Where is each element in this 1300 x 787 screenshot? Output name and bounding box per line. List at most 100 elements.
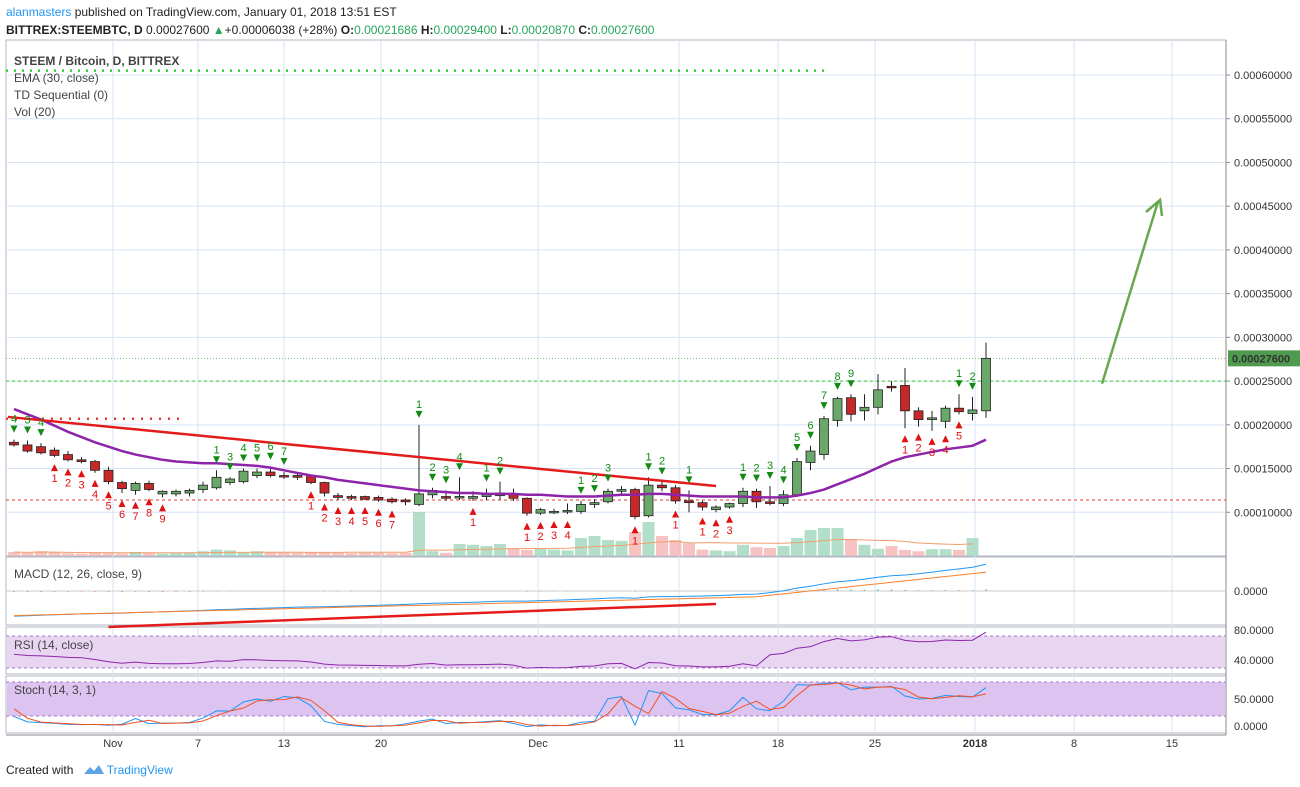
td-buy-triangle: [726, 515, 733, 523]
volume-bar: [534, 548, 547, 556]
time-tick-label: 20: [375, 738, 387, 750]
candle-down: [697, 502, 708, 508]
td-sell-triangle: [753, 474, 760, 482]
volume-bar: [656, 536, 668, 556]
volume-bar: [386, 553, 398, 556]
td-sell-triangle: [820, 402, 828, 410]
td-buy-count: 1: [672, 520, 678, 532]
td-sell-triangle: [213, 456, 220, 464]
td-buy-count: 5: [362, 516, 368, 528]
volume-bar: [170, 553, 182, 556]
td-sell-triangle: [658, 467, 666, 475]
volume-bar: [791, 538, 803, 556]
volume-bar: [858, 544, 871, 556]
volume-bar: [737, 544, 749, 556]
tradingview-link[interactable]: TradingView: [106, 763, 173, 777]
volume-bar: [939, 549, 952, 556]
downtrend-line: [7, 415, 717, 488]
candle-down: [846, 397, 856, 415]
volume-bar: [899, 550, 911, 556]
volume-bar: [561, 550, 574, 556]
volume-bar: [602, 540, 614, 556]
td-sell-count: 1: [213, 444, 219, 456]
td-buy-triangle: [955, 421, 963, 429]
td-sell-count: 1: [483, 463, 489, 475]
td-sell-triangle: [226, 463, 234, 471]
close-label: C:: [578, 23, 592, 37]
stoch-axis-0: 0.0000: [1234, 721, 1268, 733]
td-sell-triangle: [577, 486, 585, 494]
td-buy-count: 1: [699, 527, 705, 539]
candle-up: [967, 409, 978, 414]
candle-down: [346, 496, 357, 499]
volume-bar: [224, 550, 236, 556]
macd-signal-line: [13, 571, 987, 617]
stoch-band: [7, 682, 1225, 716]
candle-up: [252, 471, 262, 476]
rsi-axis-40: 40.0000: [1234, 655, 1274, 667]
td-buy-triangle: [348, 507, 355, 515]
td-sell-triangle: [483, 474, 490, 482]
volume-bar: [669, 540, 682, 556]
td-buy-count: 2: [537, 531, 543, 543]
volume-bar: [48, 552, 61, 556]
td-buy-count: 3: [726, 525, 732, 537]
td-buy-triangle: [307, 491, 315, 499]
volume-bar: [399, 552, 412, 556]
td-sell-triangle: [591, 485, 598, 493]
volume-bar: [642, 522, 655, 556]
rsi-line: [13, 631, 987, 670]
tradingview-logo-icon[interactable]: [83, 764, 105, 774]
candle-down: [22, 444, 33, 452]
time-tick-label: 13: [278, 738, 290, 750]
td-sell-triangle: [10, 425, 18, 433]
candle-down: [765, 501, 775, 504]
close-value: 0.00027600: [591, 23, 655, 37]
candle-up: [562, 510, 573, 513]
td-sell-count: 1: [686, 464, 692, 476]
price-tick-label: 0.00045000: [1234, 201, 1292, 213]
td-sell-count: 5: [254, 443, 260, 455]
candle-up: [805, 450, 816, 463]
td-buy-count: 2: [713, 528, 719, 540]
candle-up: [711, 506, 721, 511]
candle-up: [940, 407, 951, 422]
td-sell-triangle: [240, 454, 247, 462]
td-buy-count: 9: [159, 513, 165, 525]
volume-bar: [683, 543, 695, 556]
td-buy-count: 6: [375, 518, 381, 530]
td-sell-count: 1: [416, 399, 422, 411]
candle-down: [657, 484, 667, 489]
price-tick-label: 0.00060000: [1234, 70, 1292, 82]
price-tick-label: 0.00010000: [1234, 507, 1292, 519]
candle-up: [157, 490, 168, 495]
td-sell-count: 4: [38, 417, 44, 429]
price-tick-label: 0.00030000: [1234, 332, 1292, 344]
volume-bar: [953, 550, 965, 556]
volume-bar: [750, 547, 763, 556]
volume-bar: [129, 552, 142, 556]
candle-up: [130, 483, 141, 491]
td-sell-triangle: [37, 429, 45, 437]
candle-down: [117, 482, 127, 490]
candle-up: [778, 494, 789, 504]
volume-bar: [507, 548, 520, 556]
candle-down: [630, 489, 640, 518]
change-arrow-icon: ▲: [212, 23, 225, 37]
td-sell-triangle: [793, 444, 801, 452]
target-arrow-line: [1100, 201, 1160, 385]
candle-up: [211, 476, 222, 489]
td-sell-triangle: [280, 458, 288, 466]
time-tick-label: 8: [1071, 738, 1077, 750]
volume-bar: [696, 549, 709, 556]
td-sell-triangle: [253, 454, 261, 462]
volume-bar: [359, 552, 371, 556]
author-link[interactable]: alanmasters: [6, 5, 72, 19]
td-sell-triangle: [955, 380, 963, 388]
td-buy-triangle: [51, 464, 58, 472]
footer: Created with TradingView: [6, 762, 173, 778]
candle-down: [684, 500, 694, 504]
volume-bar: [62, 553, 74, 556]
volume-bar: [197, 551, 209, 556]
